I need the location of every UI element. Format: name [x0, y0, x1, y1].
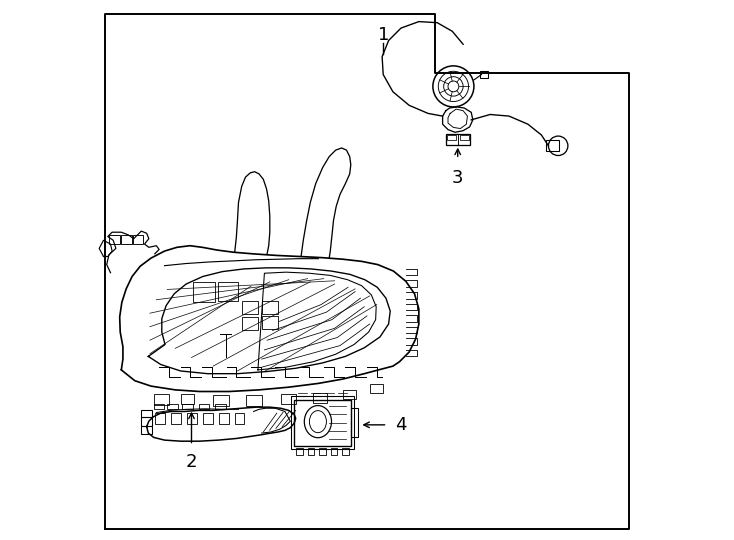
Bar [319, 448, 326, 455]
Bar [171, 413, 181, 424]
Bar [153, 394, 169, 405]
Bar [297, 448, 302, 455]
Bar [182, 404, 193, 409]
Bar [280, 394, 296, 404]
Bar [203, 413, 213, 424]
Bar [370, 384, 383, 393]
Bar [241, 317, 258, 330]
Text: 3: 3 [452, 169, 463, 187]
Bar [331, 448, 337, 455]
Bar [294, 400, 351, 446]
Bar [213, 395, 229, 406]
Bar [218, 282, 239, 301]
Bar [219, 413, 228, 424]
Bar [241, 301, 258, 314]
Bar [245, 395, 262, 406]
Bar [156, 413, 165, 424]
Bar [480, 71, 488, 78]
Text: 4: 4 [395, 416, 407, 434]
Bar [447, 135, 456, 140]
Bar [215, 404, 225, 409]
Bar [153, 404, 164, 409]
Bar [291, 396, 354, 449]
Bar [308, 448, 314, 455]
Bar [141, 417, 152, 426]
Bar [133, 235, 143, 244]
Bar [109, 235, 120, 244]
Bar [141, 426, 152, 434]
Bar [342, 448, 349, 455]
Bar [181, 394, 195, 404]
Bar [187, 413, 197, 424]
Bar [313, 393, 327, 403]
Text: 2: 2 [186, 453, 197, 470]
Bar [351, 408, 358, 437]
Bar [343, 390, 356, 399]
Bar [262, 301, 278, 314]
Bar [446, 134, 470, 145]
Bar [198, 404, 209, 409]
Bar [121, 235, 131, 244]
Bar [262, 316, 278, 329]
Bar [235, 413, 244, 424]
Bar [167, 404, 178, 409]
Bar [141, 410, 152, 417]
Text: 1: 1 [377, 26, 389, 44]
Bar [193, 282, 215, 302]
Bar [546, 140, 559, 151]
Bar [460, 135, 468, 140]
